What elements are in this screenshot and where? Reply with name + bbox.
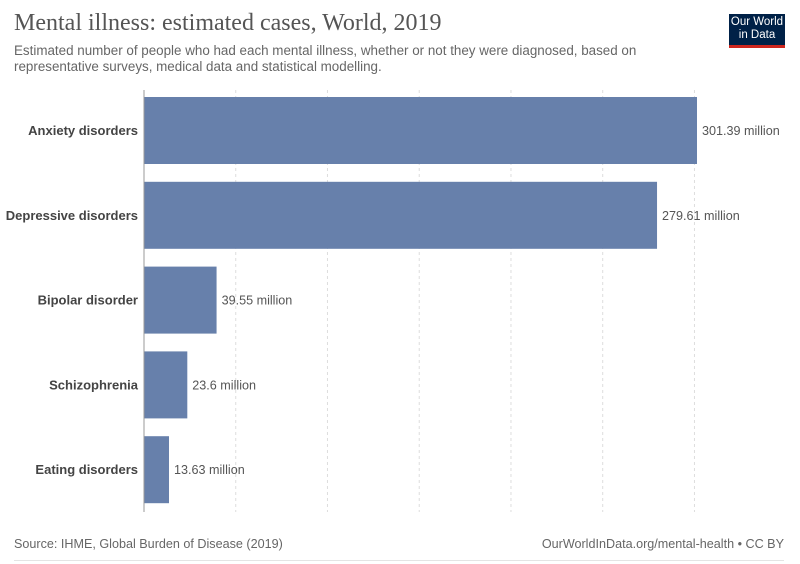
value-label: 39.55 million <box>222 294 293 308</box>
license-link[interactable]: OurWorldInData.org/mental-health • CC BY <box>541 537 784 551</box>
value-label: 301.39 million <box>702 124 780 138</box>
value-label: 279.61 million <box>662 209 740 223</box>
category-label: Depressive disorders <box>6 208 138 223</box>
value-label: 13.63 million <box>174 463 245 477</box>
bar[interactable] <box>144 97 697 164</box>
category-label: Anxiety disorders <box>28 123 138 138</box>
category-label: Schizophrenia <box>49 377 139 392</box>
category-label: Eating disorders <box>35 462 138 477</box>
footer-divider <box>14 560 784 561</box>
logo-line-1: Our World <box>730 16 784 28</box>
logo-line-2: in Data <box>738 28 776 41</box>
chart-title: Mental illness: estimated cases, World, … <box>14 10 442 36</box>
bar[interactable] <box>144 351 188 419</box>
bar[interactable] <box>144 266 217 334</box>
source-note: Source: IHME, Global Burden of Disease (… <box>14 537 283 551</box>
category-label: Bipolar disorder <box>38 293 138 308</box>
value-label: 23.6 million <box>192 378 256 392</box>
owid-logo[interactable]: Our World in Data <box>729 14 785 48</box>
chart-subtitle: Estimated number of people who had each … <box>14 43 637 74</box>
bar[interactable] <box>144 436 170 504</box>
bar[interactable] <box>144 181 658 249</box>
